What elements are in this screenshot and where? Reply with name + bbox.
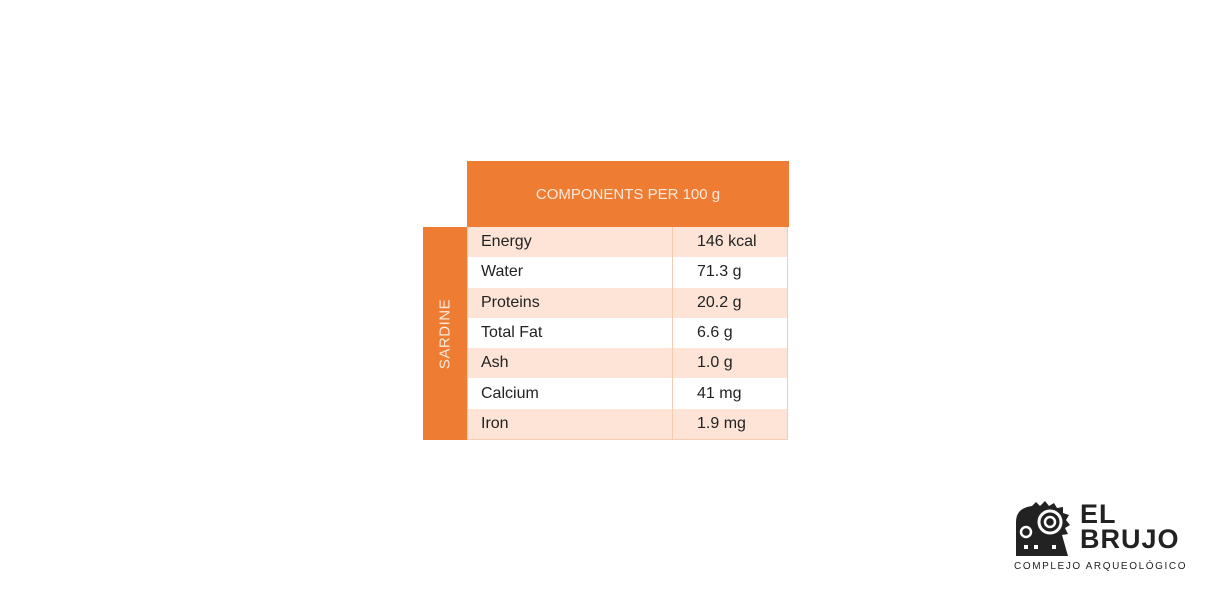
- table-row: Ash 1.0 g: [468, 348, 787, 379]
- side-label: SARDINE: [436, 298, 454, 369]
- component-cell: Water: [468, 257, 673, 288]
- value-cell: 146 kcal: [697, 233, 757, 251]
- side-label-bar: SARDINE: [423, 227, 467, 440]
- table-row: Energy 146 kcal: [468, 227, 787, 258]
- logo-line2: BRUJO: [1080, 524, 1180, 554]
- logo-line1: EL: [1080, 499, 1117, 529]
- table-row: Total Fat 6.6 g: [468, 317, 787, 349]
- nutrition-table: Energy 146 kcal Water 71.3 g Proteins 20.2 …: [467, 227, 788, 441]
- el-brujo-logo-icon: [1016, 501, 1070, 556]
- value-cell: 20.2 g: [697, 293, 742, 311]
- header-title: COMPONENTS PER 100 g: [535, 185, 721, 203]
- logo-wordmark: EL BRUJO: [1080, 499, 1180, 554]
- value-cell: 6.6 g: [697, 324, 733, 342]
- value-cell: 1.9 mg: [697, 414, 746, 432]
- component-cell: Proteins: [468, 287, 673, 318]
- table-row: Water 71.3 g: [468, 257, 787, 288]
- value-cell: 1.0 g: [697, 354, 733, 372]
- component-cell: Calcium: [468, 378, 673, 409]
- value-cell: 41 mg: [697, 384, 742, 402]
- component-cell: Energy: [468, 227, 673, 258]
- table-row: Proteins 20.2 g: [468, 287, 787, 318]
- component-cell: Total Fat: [468, 317, 673, 349]
- logo-subtitle: COMPLEJO ARQUEOLÓGICO: [1014, 561, 1188, 572]
- value-cell: 71.3 g: [697, 263, 742, 281]
- component-cell: Iron: [468, 408, 673, 440]
- component-cell: Ash: [468, 348, 673, 379]
- table-row: Calcium 41 mg: [468, 378, 787, 409]
- table-row: Iron 1.9 mg: [468, 408, 787, 440]
- table-header: COMPONENTS PER 100 g: [467, 161, 789, 227]
